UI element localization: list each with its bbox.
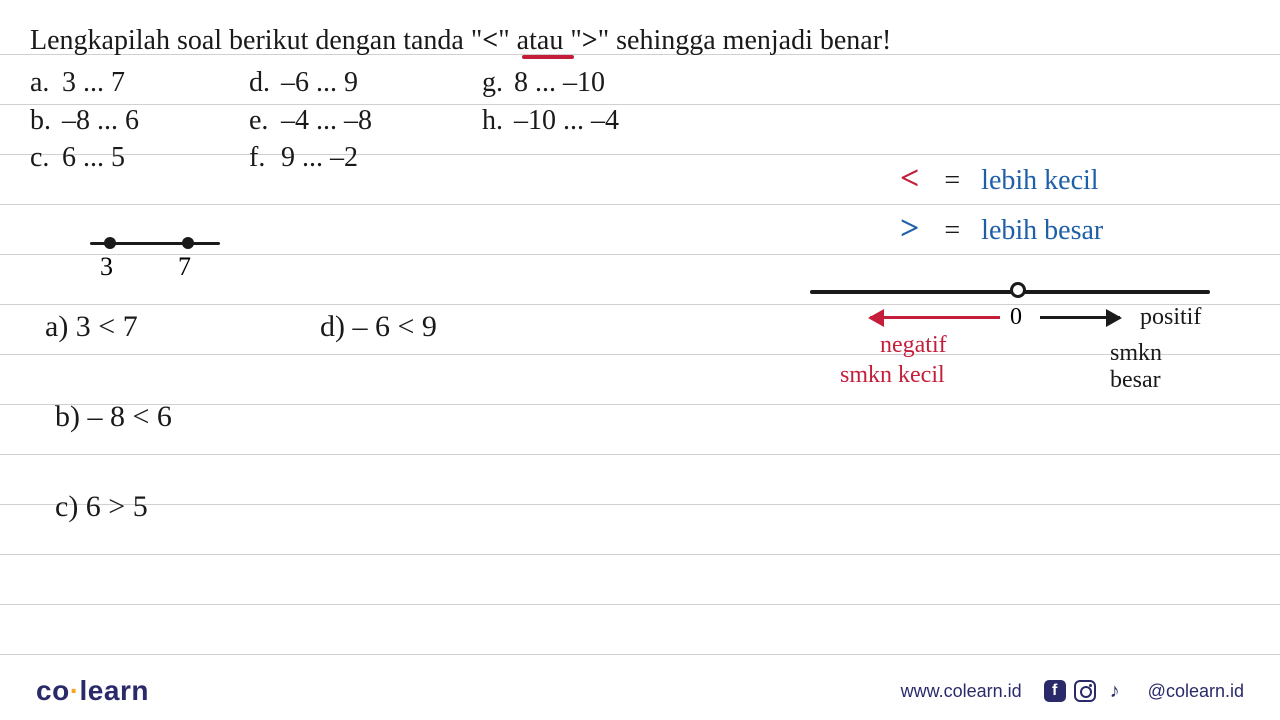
red-underline [522, 55, 574, 59]
title-post: " sehingga menjadi benar! [598, 25, 892, 56]
tiktok-icon: ♪ [1104, 680, 1126, 702]
footer-right: www.colearn.id f ♪ @colearn.id [901, 680, 1244, 702]
title-pre: Lengkapilah soal berikut dengan tanda " [30, 25, 482, 56]
legend-lt-eq: = [944, 165, 960, 196]
arrow-positive [1040, 316, 1120, 319]
brand-logo: co·learn [36, 675, 149, 707]
small-nl-dot-1 [104, 237, 116, 249]
big-nl-zero-label: 0 [1010, 304, 1022, 331]
answer-b: b) – 8 < 6 [55, 400, 172, 434]
footer-url: www.colearn.id [901, 681, 1022, 702]
col-2: d.–6 ... 9 e.–4 ... –8 f.9 ... –2 [249, 64, 372, 177]
col-1: a.3 ... 7 b.–8 ... 6 c.6 ... 5 [30, 64, 139, 177]
legend-lt-text: lebih kecil [981, 165, 1098, 196]
legend-gt-text: lebih besar [981, 215, 1103, 246]
legend-lt-symbol: < [900, 160, 919, 197]
logo-learn: learn [80, 675, 149, 706]
answer-d: d) – 6 < 9 [320, 310, 437, 344]
question-title: Lengkapilah soal berikut dengan tanda "<… [30, 22, 1250, 60]
item-h: h.–10 ... –4 [482, 102, 619, 140]
legend-gt-eq: = [944, 215, 960, 246]
item-a: a.3 ... 7 [30, 64, 139, 102]
small-nl-label-2: 7 [178, 252, 191, 282]
symbol-lt: < [482, 25, 498, 56]
legend-gt: > = lebih besar [900, 210, 1103, 248]
label-smkn-besar: smkn besar [1110, 340, 1210, 394]
symbol-gt: > [582, 25, 598, 56]
social-icons: f ♪ [1044, 680, 1126, 702]
logo-dot: · [70, 675, 80, 706]
small-nl-dot-2 [182, 237, 194, 249]
question-block: Lengkapilah soal berikut dengan tanda "<… [30, 22, 1250, 177]
footer-handle: @colearn.id [1148, 681, 1244, 702]
answer-a: a) 3 < 7 [45, 310, 138, 344]
facebook-icon: f [1044, 680, 1066, 702]
title-mid: " atau " [498, 25, 582, 56]
answer-c: c) 6 > 5 [55, 490, 148, 524]
label-negatif: negatif [880, 332, 947, 359]
item-d: d.–6 ... 9 [249, 64, 372, 102]
small-nl-label-1: 3 [100, 252, 113, 282]
item-b: b.–8 ... 6 [30, 102, 139, 140]
label-positif: positif [1140, 304, 1201, 331]
label-smkn-kecil: smkn kecil [840, 362, 945, 389]
item-f: f.9 ... –2 [249, 139, 372, 177]
footer: co·learn www.colearn.id f ♪ @colearn.id [0, 662, 1280, 720]
item-e: e.–4 ... –8 [249, 102, 372, 140]
legend-lt: < = lebih kecil [900, 160, 1099, 198]
big-nl-zero-circle [1010, 282, 1026, 298]
logo-co: co [36, 675, 70, 706]
instagram-icon [1074, 680, 1096, 702]
arrow-negative [870, 316, 1000, 319]
item-g: g.8 ... –10 [482, 64, 619, 102]
item-c: c.6 ... 5 [30, 139, 139, 177]
col-3: g.8 ... –10 h.–10 ... –4 [482, 64, 619, 177]
legend-gt-symbol: > [900, 210, 919, 247]
